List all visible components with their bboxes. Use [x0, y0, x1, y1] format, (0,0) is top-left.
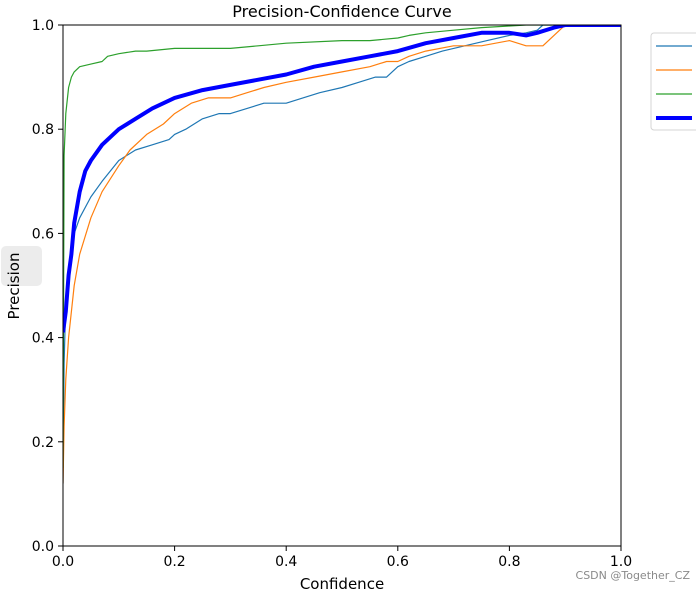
y-tick-label: 0.4: [32, 331, 54, 347]
plot-frame: [62, 24, 622, 547]
series-line-3: [63, 25, 621, 468]
x-tick-label: 0.2: [163, 554, 185, 570]
y-axis-label: Precision: [5, 253, 23, 320]
y-tick-label: 0.6: [32, 226, 54, 242]
watermark: CSDN @Together_CZ: [575, 569, 690, 582]
series-line-1: [63, 25, 621, 484]
y-tick-label: 0.0: [32, 539, 54, 555]
series-line-4: [63, 25, 621, 333]
chart-title: Precision-Confidence Curve: [232, 2, 451, 21]
legend-box: [650, 32, 696, 131]
y-tick-label: 1.0: [32, 18, 54, 34]
ylabel-highlight: [1, 246, 42, 286]
series-line-2: [63, 25, 621, 484]
x-axis-label: Confidence: [300, 575, 384, 590]
x-tick-label: 0.8: [498, 554, 520, 570]
legend: [650, 32, 696, 131]
x-tick-label: 1.0: [610, 554, 632, 570]
x-tick-label: 0.4: [275, 554, 297, 570]
x-tick-label: 0.6: [387, 554, 409, 570]
x-tick-label: 0.0: [52, 554, 74, 570]
y-tick-label: 0.8: [32, 122, 54, 138]
y-tick-label: 0.2: [32, 435, 54, 451]
